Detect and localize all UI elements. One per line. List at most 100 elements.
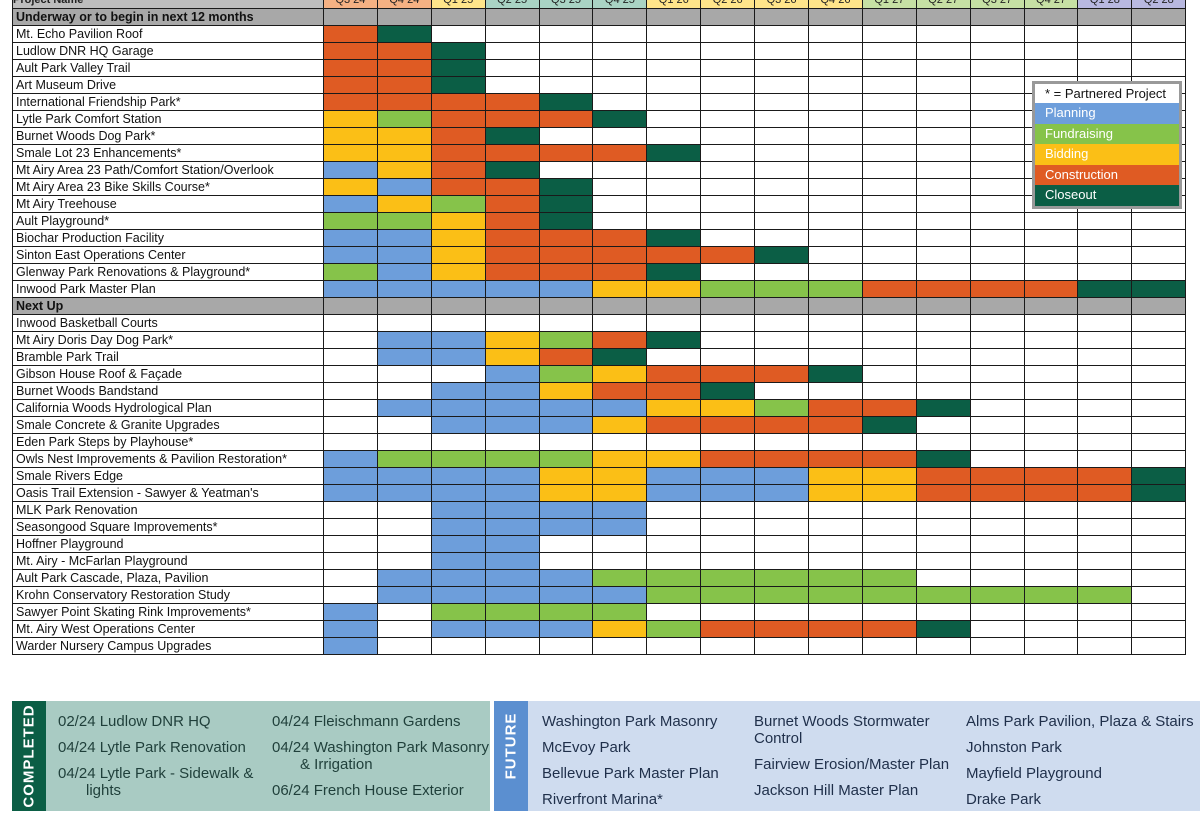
schedule-cell — [1023, 535, 1079, 553]
schedule-cell — [484, 586, 540, 604]
section-cell — [1077, 8, 1133, 26]
completed-item: 04/24 Washington Park Masonry & Irrigatio… — [272, 739, 489, 773]
schedule-cell — [808, 637, 863, 655]
schedule-cell — [646, 178, 702, 196]
schedule-cell — [700, 552, 756, 570]
project-name: Inwood Park Master Plan — [12, 280, 324, 298]
schedule-cell — [700, 178, 756, 196]
schedule-cell — [484, 603, 540, 621]
project-name: California Woods Hydrological Plan — [12, 399, 324, 417]
schedule-cell — [861, 263, 917, 281]
schedule-cell — [323, 586, 378, 604]
schedule-cell — [915, 603, 971, 621]
schedule-cell — [538, 212, 594, 230]
schedule-cell — [754, 212, 810, 230]
schedule-cell — [1077, 603, 1133, 621]
schedule-cell — [376, 552, 432, 570]
schedule-cell — [592, 484, 648, 502]
schedule-cell — [592, 195, 648, 213]
project-name: Burnet Woods Bandstand — [12, 382, 324, 400]
legend-item: Construction — [1035, 164, 1179, 185]
schedule-cell — [1131, 212, 1187, 230]
schedule-cell — [592, 569, 648, 587]
schedule-cell — [915, 195, 971, 213]
schedule-cell — [754, 535, 810, 553]
schedule-cell — [1023, 331, 1079, 349]
schedule-cell — [700, 212, 756, 230]
schedule-cell — [861, 280, 917, 298]
schedule-cell — [754, 433, 810, 451]
schedule-cell — [323, 144, 378, 162]
schedule-cell — [538, 484, 594, 502]
section-cell — [323, 297, 378, 315]
schedule-cell — [484, 518, 540, 536]
schedule-cell — [430, 161, 486, 179]
schedule-cell — [592, 501, 648, 519]
schedule-cell — [592, 42, 648, 60]
quarter-header: Q2 27 — [915, 0, 971, 9]
schedule-cell — [915, 110, 971, 128]
schedule-cell — [430, 212, 486, 230]
project-row: Inwood Park Master Plan — [12, 280, 1187, 298]
schedule-cell — [538, 382, 594, 400]
future-label: FUTURE — [502, 712, 520, 780]
schedule-cell — [808, 586, 863, 604]
schedule-cell — [1023, 552, 1079, 570]
schedule-cell — [861, 433, 917, 451]
schedule-cell — [1131, 314, 1187, 332]
schedule-cell — [700, 382, 756, 400]
schedule-cell — [915, 450, 971, 468]
schedule-cell — [484, 93, 540, 111]
schedule-cell — [323, 263, 378, 281]
schedule-cell — [754, 178, 810, 196]
schedule-cell — [430, 42, 486, 60]
schedule-cell — [484, 195, 540, 213]
schedule-cell — [861, 127, 917, 145]
schedule-cell — [646, 569, 702, 587]
schedule-cell — [646, 450, 702, 468]
future-item: Burnet Woods Stormwater Control — [754, 713, 930, 747]
schedule-cell — [1131, 263, 1187, 281]
quarter-header: Q4 27 — [1023, 0, 1079, 9]
schedule-cell — [484, 25, 540, 43]
schedule-cell — [969, 246, 1025, 264]
quarter-header: Q4 25 — [592, 0, 648, 9]
schedule-cell — [754, 246, 810, 264]
schedule-cell — [808, 433, 863, 451]
schedule-cell — [700, 127, 756, 145]
schedule-cell — [430, 144, 486, 162]
project-name: Ault Park Valley Trail — [12, 59, 324, 77]
schedule-cell — [915, 637, 971, 655]
schedule-cell — [915, 586, 971, 604]
future-tab: FUTURE — [494, 701, 528, 811]
schedule-cell — [969, 331, 1025, 349]
schedule-cell — [915, 229, 971, 247]
schedule-cell — [592, 348, 648, 366]
schedule-cell — [969, 42, 1025, 60]
schedule-cell — [915, 212, 971, 230]
schedule-cell — [646, 229, 702, 247]
schedule-cell — [1131, 348, 1187, 366]
project-name-header: Project Name — [12, 0, 324, 9]
schedule-cell — [592, 620, 648, 638]
schedule-cell — [754, 348, 810, 366]
project-row: Glenway Park Renovations & Playground* — [12, 263, 1187, 281]
schedule-cell — [646, 552, 702, 570]
schedule-cell — [861, 416, 917, 434]
schedule-cell — [376, 144, 432, 162]
schedule-cell — [592, 382, 648, 400]
completed-item-text: 02/24 Ludlow DNR HQ — [58, 713, 211, 730]
schedule-cell — [915, 25, 971, 43]
future-column-3: Alms Park Pavilion, Plaza & Stairs Johnst… — [966, 713, 1196, 817]
schedule-cell — [323, 110, 378, 128]
schedule-cell — [646, 127, 702, 145]
schedule-cell — [861, 535, 917, 553]
schedule-cell — [430, 484, 486, 502]
project-row: Ault Park Valley Trail — [12, 59, 1187, 77]
schedule-cell — [808, 365, 863, 383]
schedule-cell — [484, 501, 540, 519]
schedule-cell — [376, 263, 432, 281]
project-row: Seasongood Square Improvements* — [12, 518, 1187, 536]
schedule-cell — [484, 416, 540, 434]
project-name: Mt. Airy West Operations Center — [12, 620, 324, 638]
